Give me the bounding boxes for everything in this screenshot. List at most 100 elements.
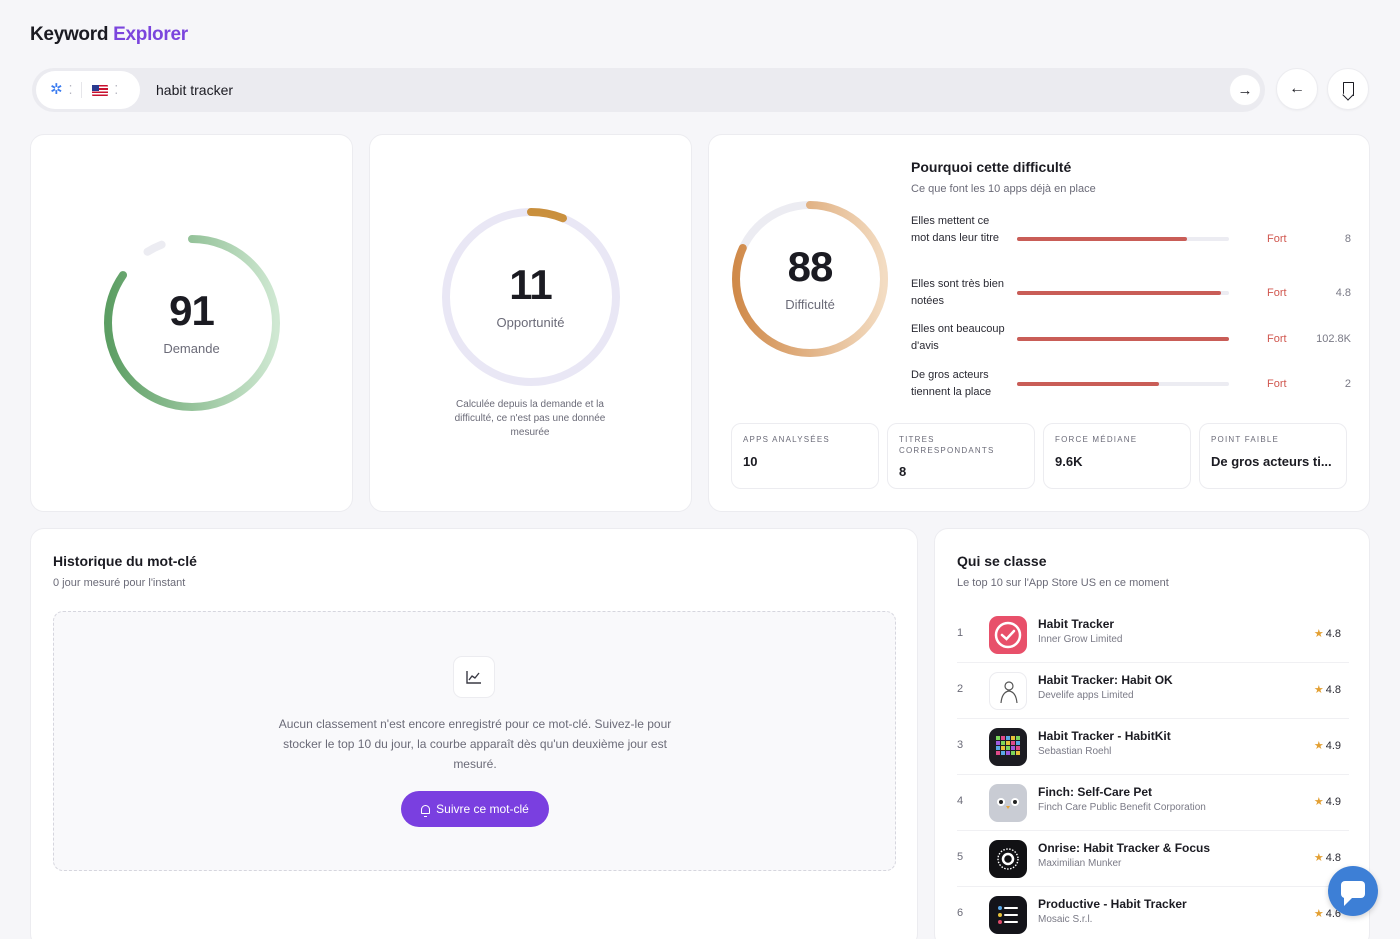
ranking-subtitle: Le top 10 sur l'App Store US en ce momen… <box>957 577 1169 589</box>
star-icon: ★ <box>1313 628 1324 640</box>
brand-name-part2: Explorer <box>113 24 188 45</box>
app-developer: Finch Care Public Benefit Corporation <box>1038 802 1206 813</box>
rank-number: 5 <box>957 851 964 863</box>
app-name: Finch: Self-Care Pet <box>1038 785 1153 799</box>
factor-level: Fort <box>1267 333 1287 345</box>
back-button[interactable]: ← <box>1276 68 1318 110</box>
search-bar: ✲ ⁚ ⁚ → <box>32 68 1265 112</box>
demand-label: Demande <box>163 341 220 356</box>
factor-level: Fort <box>1267 378 1287 390</box>
store-country-selector[interactable]: ✲ ⁚ ⁚ <box>36 71 140 109</box>
app-name: Productive - Habit Tracker <box>1038 897 1187 911</box>
stat-matching-titles: TITRES CORRESPONDANTS 8 <box>887 423 1035 489</box>
factor-label: De gros acteurs tiennent la place <box>911 369 992 398</box>
ranking-row[interactable]: 2 Habit Tracker: Habit OK Develife apps … <box>957 663 1349 719</box>
stat-weak-point: POINT FAIBLE De gros acteurs ti... <box>1199 423 1347 489</box>
ranking-row[interactable]: 4 Finch: Self-Care Pet Finch Care Public… <box>957 775 1349 831</box>
demand-gauge-arc <box>104 235 280 411</box>
difficulty-gauge-arc <box>732 201 888 357</box>
follow-keyword-button[interactable]: Suivre ce mot-clé <box>401 791 549 827</box>
demand-gauge <box>104 235 280 411</box>
opportunity-gauge <box>442 208 620 386</box>
rank-number: 3 <box>957 739 964 751</box>
stat-value: De gros acteurs ti... <box>1211 454 1332 469</box>
factor-bar-track <box>1017 237 1229 241</box>
rank-number: 4 <box>957 795 964 807</box>
stat-value: 10 <box>743 454 758 469</box>
app-developer: Sebastian Roehl <box>1038 746 1112 757</box>
ranking-title: Qui se classe <box>957 553 1047 569</box>
opportunity-value: 11 <box>509 261 552 308</box>
app-rating: ★ 4.8 <box>1313 684 1341 696</box>
factor-bar-track <box>1017 382 1229 386</box>
app-developer: Inner Grow Limited <box>1038 634 1123 645</box>
ranking-card: Qui se classe Le top 10 sur l'App Store … <box>934 528 1370 939</box>
difficulty-panel-subtitle: Ce que font les 10 apps déjà en place <box>911 183 1096 195</box>
search-input[interactable] <box>156 68 1196 112</box>
rank-number: 6 <box>957 907 964 919</box>
ranking-row[interactable]: 3 Habit Tracker - HabitKit Sebastian Roe… <box>957 719 1349 775</box>
history-title: Historique du mot-clé <box>53 553 197 569</box>
app-store-icon[interactable]: ✲ <box>50 81 63 98</box>
factor-value: 4.8 <box>1335 287 1351 299</box>
app-rating: ★ 4.9 <box>1313 796 1341 808</box>
factor-row: Elles sont très bien notées Fort 4.8 <box>911 276 1351 322</box>
history-subtitle: 0 jour mesuré pour l'instant <box>53 577 186 589</box>
demand-card: 91 Demande <box>30 134 353 512</box>
finch-app-icon <box>989 784 1027 822</box>
us-flag-icon[interactable] <box>92 84 109 96</box>
app-developer: Mosaic S.r.l. <box>1038 914 1093 925</box>
stat-label: TITRES CORRESPONDANTS <box>899 435 995 455</box>
factor-row: Elles ont beaucoup d'avis Fort 102.8K <box>911 321 1351 367</box>
factor-value: 8 <box>1344 233 1351 245</box>
factor-bar-track <box>1017 291 1229 295</box>
brand-name-part1: Keyword <box>30 24 109 45</box>
stat-value: 9.6K <box>1055 454 1083 469</box>
arrow-left-icon: ← <box>1289 80 1305 97</box>
factor-label: Elles sont très bien notées <box>911 278 1004 307</box>
factor-bar-fill <box>1017 337 1229 341</box>
difficulty-gauge <box>732 201 888 357</box>
factor-bar-fill <box>1017 382 1160 386</box>
habit-ok-app-icon <box>989 672 1027 710</box>
selector-divider <box>81 82 83 98</box>
dropdown-dots-icon: ⁚ <box>114 83 118 97</box>
rank-number: 2 <box>957 683 964 695</box>
stat-apps-analyzed: APPS ANALYSÉES 10 <box>731 423 879 489</box>
bell-icon <box>421 804 431 817</box>
arrow-right-icon: → <box>1237 81 1253 99</box>
ranking-row[interactable]: 1 Habit Tracker Inner Grow Limited ★ 4.8 <box>957 607 1349 663</box>
history-empty-state: Aucun classement n'est encore enregistré… <box>53 611 896 871</box>
app-name: Habit Tracker - HabitKit <box>1038 729 1171 743</box>
stat-value: 8 <box>899 464 907 479</box>
history-empty-text: Aucun classement n'est encore enregistré… <box>278 717 672 771</box>
dropdown-dots-icon: ⁚ <box>68 83 73 97</box>
ranking-row[interactable]: 6 Productive - Habit Tracker Mosaic S.r.… <box>957 887 1349 939</box>
app-name: Onrise: Habit Tracker & Focus <box>1038 841 1211 855</box>
star-icon: ★ <box>1313 684 1324 696</box>
stat-label: POINT FAIBLE <box>1211 435 1280 444</box>
factor-level: Fort <box>1267 233 1287 245</box>
difficulty-card: 88 Difficulté Pourquoi cette difficulté … <box>708 134 1370 512</box>
app-name: Habit Tracker <box>1038 617 1115 631</box>
factor-level: Fort <box>1267 287 1287 299</box>
ranking-row[interactable]: 5 Onrise: Habit Tracker & Focus Maximili… <box>957 831 1349 887</box>
page-title: Keyword Explorer <box>30 24 188 46</box>
app-developer: Maximilian Munker <box>1038 858 1122 869</box>
demand-value: 91 <box>169 287 215 334</box>
factor-label: Elles ont beaucoup d'avis <box>911 323 1005 352</box>
app-rating: ★ 4.9 <box>1313 740 1341 752</box>
follow-keyword-label: Suivre ce mot-clé <box>436 802 529 816</box>
app-rating: ★ 4.8 <box>1313 852 1341 864</box>
bookmark-button[interactable] <box>1327 68 1369 110</box>
factor-bar-track <box>1017 337 1229 341</box>
difficulty-panel-title: Pourquoi cette difficulté <box>911 159 1072 175</box>
chat-bubble-icon[interactable] <box>1328 866 1378 916</box>
factor-value: 102.8K <box>1316 333 1351 345</box>
factor-value: 2 <box>1344 378 1351 390</box>
opportunity-label: Opportunité <box>496 315 565 330</box>
search-submit-button[interactable]: → <box>1229 74 1261 106</box>
bookmark-icon <box>1342 82 1354 96</box>
difficulty-value: 88 <box>787 243 834 290</box>
app-developer: Develife apps Limited <box>1038 690 1134 701</box>
